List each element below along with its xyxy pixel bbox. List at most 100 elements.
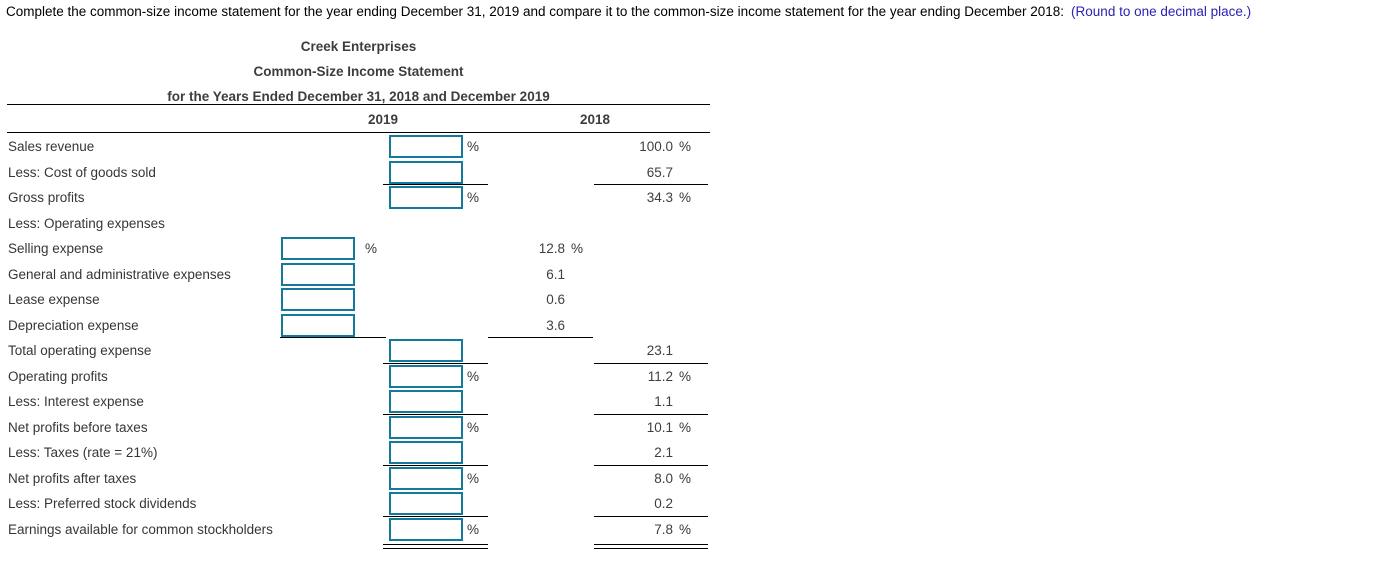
statement-title: Common-Size Income Statement bbox=[253, 64, 464, 79]
percent-sign: % bbox=[679, 139, 692, 154]
statement-row: Sales revenue% 100.0% bbox=[0, 134, 712, 160]
answer-input[interactable] bbox=[389, 390, 463, 413]
underline-rule bbox=[383, 362, 488, 364]
percent-sign: % bbox=[571, 241, 584, 256]
statement-row: Operating profits% 11.2% bbox=[0, 364, 712, 390]
value-2018: 34.3 bbox=[646, 190, 673, 205]
row-label: Less: Interest expense bbox=[8, 394, 144, 409]
value-2018: 2.1 bbox=[654, 445, 673, 460]
statement-row: Earnings available for common stockholde… bbox=[0, 517, 712, 549]
statement-row: Net profits after taxes% 8.0% bbox=[0, 466, 712, 492]
underline-rule bbox=[383, 184, 488, 185]
underline-rule bbox=[280, 337, 386, 338]
row-label: Operating profits bbox=[8, 368, 108, 384]
row-label: General and administrative expenses bbox=[8, 266, 231, 282]
answer-input[interactable] bbox=[389, 364, 463, 388]
statement-row: Gross profits% 34.3% bbox=[0, 185, 712, 211]
row-label: Selling expense bbox=[8, 241, 104, 256]
statement-row: Lease expense 0.6 bbox=[0, 287, 712, 313]
percent-sign: % bbox=[467, 521, 480, 537]
statement-row: Depreciation expense 3.6 bbox=[0, 313, 712, 338]
statement-row: Less: Taxes (rate = 21%) 2.1 bbox=[0, 440, 712, 466]
answer-input[interactable] bbox=[389, 466, 463, 490]
percent-sign: % bbox=[467, 368, 480, 384]
answer-input[interactable] bbox=[389, 186, 463, 209]
column-header-2018: 2018 bbox=[579, 112, 611, 127]
answer-input[interactable] bbox=[281, 313, 355, 337]
value-2018: 23.1 bbox=[646, 343, 673, 358]
statement-row: Less: Preferred stock dividends 0.2 bbox=[0, 491, 712, 517]
underline-rule bbox=[594, 544, 708, 549]
rounding-hint: (Round to one decimal place.) bbox=[1071, 4, 1252, 19]
row-label: Less: Operating expenses bbox=[8, 215, 165, 231]
underline-rule bbox=[383, 413, 488, 415]
row-label: Net profits after taxes bbox=[8, 470, 137, 486]
statement-row: Total operating expense 23.1 bbox=[0, 338, 712, 364]
answer-input[interactable] bbox=[281, 288, 355, 311]
statement-row: Net profits before taxes% 10.1% bbox=[0, 415, 712, 441]
underline-rule bbox=[383, 515, 488, 517]
value-2018: 6.1 bbox=[546, 266, 565, 282]
underline-rule bbox=[594, 184, 708, 185]
answer-input[interactable] bbox=[281, 262, 355, 286]
answer-input[interactable] bbox=[389, 415, 463, 439]
percent-sign: % bbox=[467, 190, 480, 205]
header-rule-bottom bbox=[7, 132, 710, 133]
value-2018: 0.2 bbox=[654, 496, 673, 511]
row-label: Lease expense bbox=[8, 292, 100, 307]
answer-input[interactable] bbox=[389, 339, 463, 362]
answer-input[interactable] bbox=[389, 492, 463, 515]
value-2018: 3.6 bbox=[546, 317, 565, 333]
underline-rule bbox=[383, 544, 488, 549]
row-label: Less: Preferred stock dividends bbox=[8, 496, 197, 511]
row-label: Depreciation expense bbox=[8, 317, 139, 333]
percent-sign: % bbox=[679, 470, 692, 486]
column-header-2019: 2019 bbox=[367, 112, 399, 127]
value-2018: 8.0 bbox=[654, 470, 673, 486]
percent-sign: % bbox=[679, 419, 692, 435]
percent-sign: % bbox=[679, 521, 692, 537]
percent-sign: % bbox=[365, 241, 378, 256]
underline-rule bbox=[594, 413, 708, 415]
row-label: Total operating expense bbox=[8, 343, 152, 358]
percent-sign: % bbox=[467, 419, 480, 435]
row-label: Net profits before taxes bbox=[8, 419, 148, 435]
statement-row: Less: Cost of goods sold 65.7 bbox=[0, 160, 712, 185]
instruction-bar: Complete the common-size income statemen… bbox=[6, 4, 1251, 19]
company-name: Creek Enterprises bbox=[300, 39, 417, 54]
statement-subtitle: for the Years Ended December 31, 2018 an… bbox=[167, 89, 550, 104]
value-2018: 0.6 bbox=[546, 292, 565, 307]
instruction-text: Complete the common-size income statemen… bbox=[6, 4, 1065, 19]
row-label: Earnings available for common stockholde… bbox=[8, 521, 273, 537]
statement-row: Selling expense% 12.8% bbox=[0, 236, 712, 262]
percent-sign: % bbox=[467, 470, 480, 486]
underline-rule bbox=[594, 362, 708, 364]
answer-input[interactable] bbox=[389, 160, 463, 184]
underline-rule bbox=[383, 464, 488, 466]
row-label: Gross profits bbox=[8, 190, 85, 205]
statement-row: Less: Operating expenses bbox=[0, 211, 712, 237]
underline-rule bbox=[488, 337, 593, 338]
value-2018: 10.1 bbox=[646, 419, 673, 435]
percent-sign: % bbox=[679, 190, 692, 205]
statement-row: Less: Interest expense 1.1 bbox=[0, 389, 712, 415]
answer-input[interactable] bbox=[389, 517, 463, 541]
answer-input[interactable] bbox=[389, 441, 463, 464]
row-label: Less: Cost of goods sold bbox=[8, 164, 156, 180]
income-statement-sheet: Creek Enterprises Common-Size Income Sta… bbox=[0, 39, 712, 549]
percent-sign: % bbox=[679, 368, 692, 384]
percent-sign: % bbox=[467, 139, 480, 154]
underline-rule bbox=[594, 515, 708, 517]
answer-input[interactable] bbox=[389, 135, 463, 158]
answer-input[interactable] bbox=[281, 237, 355, 260]
value-2018: 7.8 bbox=[654, 521, 673, 537]
underline-rule bbox=[594, 464, 708, 466]
value-2018: 1.1 bbox=[654, 394, 673, 409]
value-2018: 11.2 bbox=[647, 368, 673, 384]
value-2018: 12.8 bbox=[538, 241, 565, 256]
statement-rows: Sales revenue% 100.0% Less: Cost of goods … bbox=[0, 134, 712, 549]
header-rule-top bbox=[7, 104, 710, 105]
row-label: Less: Taxes (rate = 21%) bbox=[8, 445, 158, 460]
statement-row: General and administrative expenses 6.1 bbox=[0, 262, 712, 288]
value-2018: 100.0 bbox=[639, 139, 673, 154]
